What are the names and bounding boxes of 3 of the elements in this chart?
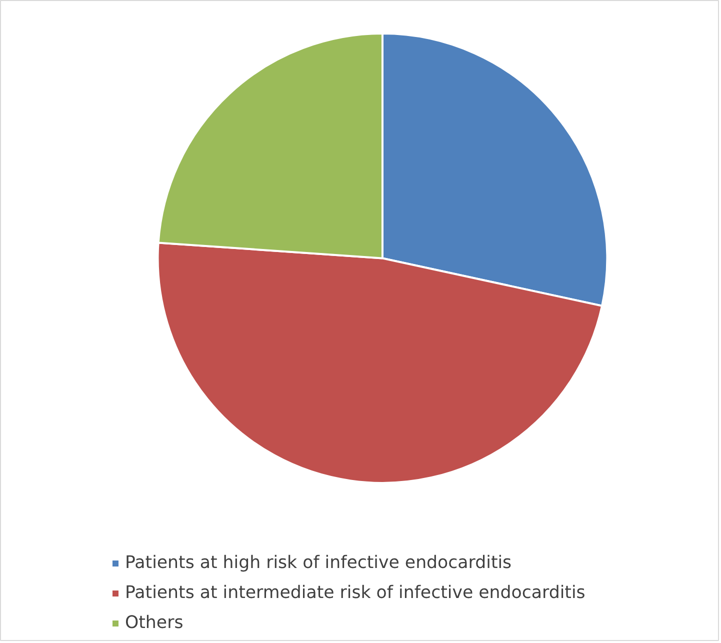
- legend-label: Patients at intermediate risk of infective endocarditis: [125, 583, 586, 603]
- legend-label: Others: [125, 613, 184, 633]
- legend-label: Patients at high risk of infective endocarditis: [125, 553, 512, 573]
